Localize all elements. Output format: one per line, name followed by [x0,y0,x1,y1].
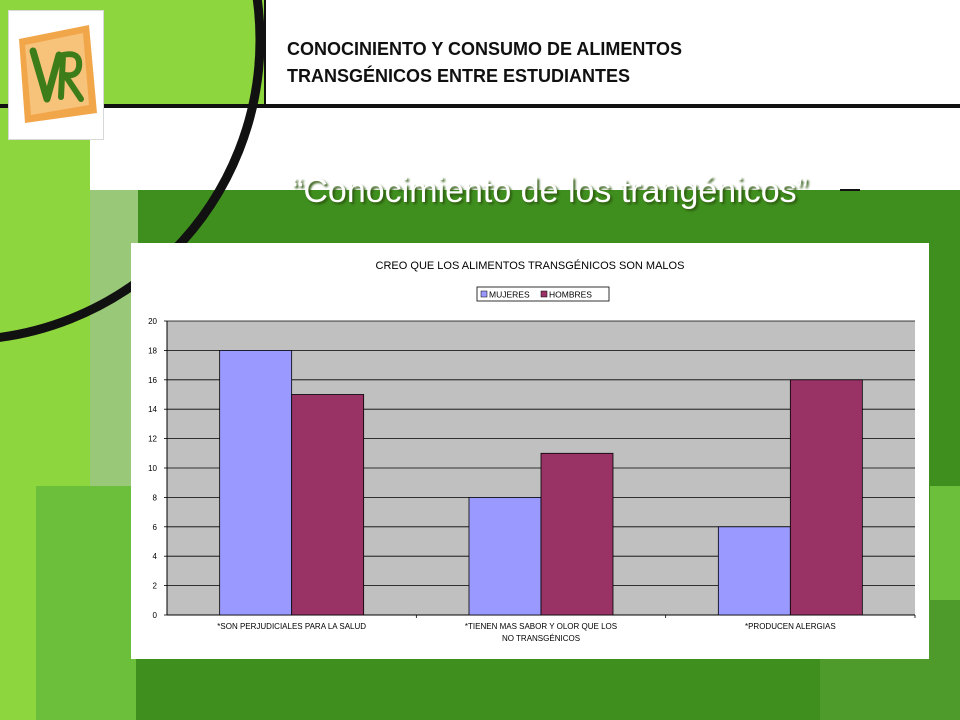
slide-subtitle: “Conocimiento de los trangénicos” [292,172,808,210]
vr-logo-icon [19,25,97,123]
y-tick-label-0: 0 [153,611,158,620]
legend-label-1: HOMBRES [549,290,592,300]
y-tick-label-8: 16 [148,376,157,385]
bar-mujeres-1 [468,496,542,616]
legend-swatch-0 [480,290,488,298]
x-tick-label-1-0: *TIENEN MAS SABOR Y OLOR QUE LOS [465,622,617,631]
legend-label-0: MUJERES [489,290,530,300]
chart-title: CREO QUE LOS ALIMENTOS TRANSGÉNICOS SON … [376,259,685,272]
bar-hombres-1 [540,452,614,616]
header-title-line-1: CONOCINIENTO Y CONSUMO DE ALIMENTOS [287,39,683,59]
bar-hombres-2 [789,379,863,616]
x-tick-label-2-0: *PRODUCEN ALERGIAS [745,622,836,631]
logo [8,10,104,140]
x-tick-label-1-1: NO TRANSGÉNICOS [502,634,580,643]
chart-container: CREO QUE LOS ALIMENTOS TRANSGÉNICOS SON … [131,243,929,659]
x-tick-label-0-0: *SON PERJUDICIALES PARA LA SALUD [217,622,366,631]
y-tick-label-1: 2 [153,582,158,591]
y-tick-label-9: 18 [148,346,157,355]
y-tick-label-2: 4 [153,552,158,561]
y-tick-label-3: 6 [153,523,158,532]
y-tick-label-5: 10 [148,464,157,473]
y-tick-label-4: 8 [153,493,158,502]
bar-mujeres-0 [219,350,293,616]
bar-mujeres-2 [717,526,791,616]
bar-hombres-0 [291,394,365,616]
y-tick-label-7: 14 [148,405,157,414]
header-title: CONOCINIENTO Y CONSUMO DE ALIMENTOS TRAN… [287,36,927,90]
bar-chart: CREO QUE LOS ALIMENTOS TRANSGÉNICOS SON … [148,259,916,643]
y-tick-label-10: 20 [148,317,157,326]
legend-swatch-1 [540,290,548,298]
header-title-line-2: TRANSGÉNICOS ENTRE ESTUDIANTES [287,66,631,86]
y-tick-label-6: 12 [148,435,157,444]
